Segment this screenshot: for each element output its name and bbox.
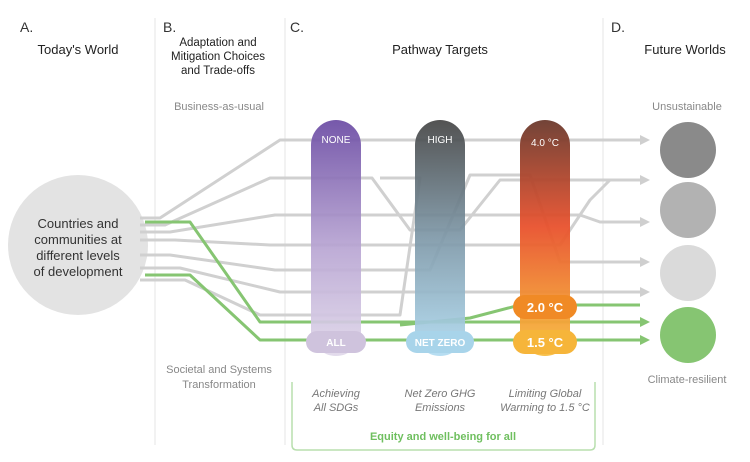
green-arrowheads xyxy=(640,317,650,345)
todays-world-line-3: different levels xyxy=(36,248,120,263)
section-b-letter: B. xyxy=(163,19,176,35)
equity-bracket xyxy=(291,382,596,451)
section-b-title-line-1: Adaptation and xyxy=(179,37,256,49)
section-b-title-line-2: Mitigation Choices xyxy=(171,51,265,63)
future-world-4 xyxy=(660,307,716,363)
section-c-letter: C. xyxy=(290,19,304,35)
warming-bar xyxy=(520,120,570,356)
sdg-bar xyxy=(311,120,361,356)
ghg-bar-top-label: HIGH xyxy=(428,135,453,146)
todays-world-circle xyxy=(8,175,148,315)
societal-transformation-line-1: Societal and Systems xyxy=(166,364,272,376)
future-world-2 xyxy=(660,182,716,238)
todays-world-line-4: of development xyxy=(34,264,123,279)
warming-bar-mid-label: 2.0 °C xyxy=(527,300,564,315)
todays-world-line-1: Countries and xyxy=(38,216,119,231)
sdg-caption-line-2: All SDGs xyxy=(313,402,359,414)
ghg-bar xyxy=(415,120,465,356)
ghg-caption-line-2: Emissions xyxy=(415,402,466,414)
ghg-bottom-pill xyxy=(406,331,474,353)
business-as-usual-label: Business-as-usual xyxy=(174,101,264,113)
warming-bar-top-label: 4.0 °C xyxy=(531,138,559,149)
grey-arrowheads xyxy=(640,135,650,297)
todays-world-line-2: communities at xyxy=(34,232,122,247)
section-c-title: Pathway Targets xyxy=(392,42,488,57)
ghg-caption-line-1: Net Zero GHG xyxy=(405,388,476,400)
section-d-title: Future Worlds xyxy=(644,42,726,57)
warming-caption-line-2: Warming to 1.5 °C xyxy=(500,402,590,414)
warming-bar-bottom-label: 1.5 °C xyxy=(527,335,564,350)
societal-transformation-line-2: Transformation xyxy=(182,379,256,391)
warming-caption-line-1: Limiting Global xyxy=(509,388,582,400)
climate-resilient-label: Climate-resilient xyxy=(648,374,727,386)
section-b-title-line-3: and Trade-offs xyxy=(181,65,255,77)
sdg-caption-line-1: Achieving xyxy=(311,388,361,400)
future-world-3 xyxy=(660,245,716,301)
section-d-letter: D. xyxy=(611,19,625,35)
section-a-letter: A. xyxy=(20,19,33,35)
warming-mid-pill xyxy=(513,295,577,319)
ghg-bar-bottom-label: NET ZERO xyxy=(415,338,466,349)
future-world-1 xyxy=(660,122,716,178)
sdg-bottom-pill xyxy=(306,331,366,353)
warming-bottom-pill xyxy=(513,330,577,354)
equity-label: Equity and well-being for all xyxy=(370,431,516,443)
sdg-bar-bottom-label: ALL xyxy=(326,338,345,349)
unsustainable-label: Unsustainable xyxy=(652,101,722,113)
sdg-bar-top-label: NONE xyxy=(322,135,351,146)
section-a-title: Today's World xyxy=(38,42,119,57)
